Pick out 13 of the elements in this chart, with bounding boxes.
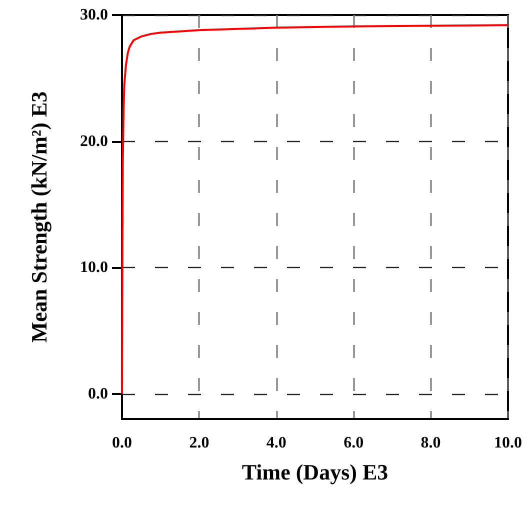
x-tick-label: 8.0 <box>420 434 441 452</box>
x-tick-label: 2.0 <box>189 434 210 452</box>
y-axis-title: Mean Strength (kN/m²) E3 <box>26 91 52 343</box>
y-tick-label: 30.0 <box>80 6 108 24</box>
x-tick-label: 10.0 <box>494 434 522 452</box>
x-tick-label: 6.0 <box>344 434 364 452</box>
y-tick-label: 10.0 <box>80 259 108 276</box>
x-axis-title: Time (Days) E3 <box>242 460 388 484</box>
x-tick-label: 0.0 <box>112 434 132 452</box>
x-tick-label: 4.0 <box>266 434 286 452</box>
line-series <box>121 24 509 395</box>
y-tick-label: 20.0 <box>80 132 108 150</box>
y-tick-label: 0.0 <box>88 385 108 402</box>
